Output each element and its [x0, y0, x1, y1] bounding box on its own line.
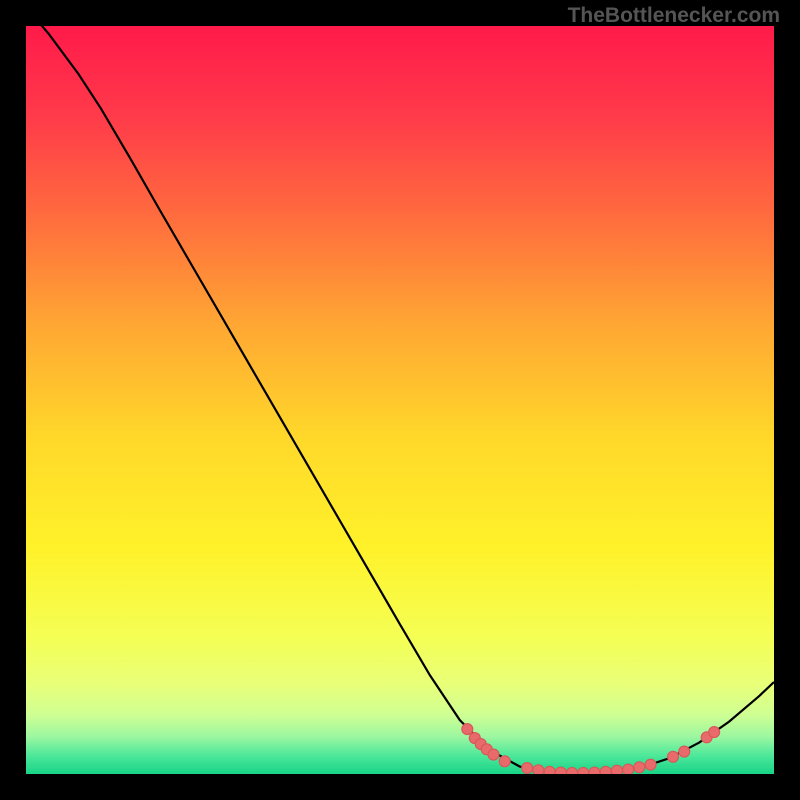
- curve-marker: [589, 767, 600, 774]
- curve-marker: [522, 763, 533, 774]
- curve-marker: [679, 746, 690, 757]
- curve-marker: [488, 749, 499, 760]
- curve-marker: [462, 724, 473, 735]
- chart-plot-area: [26, 26, 774, 774]
- curve-marker: [578, 767, 589, 774]
- curve-marker: [645, 759, 656, 770]
- curve-marker: [567, 767, 578, 774]
- watermark-text: TheBottlenecker.com: [568, 4, 780, 28]
- curve-marker: [668, 751, 679, 762]
- curve-marker: [611, 765, 622, 774]
- marker-group: [462, 724, 720, 774]
- curve-marker: [709, 727, 720, 738]
- curve-marker: [634, 762, 645, 773]
- curve-marker: [600, 766, 611, 774]
- curve-marker: [623, 764, 634, 774]
- curve-marker: [555, 767, 566, 774]
- chart-line-layer: [26, 26, 774, 774]
- curve-marker: [499, 756, 510, 767]
- bottleneck-curve: [26, 26, 774, 774]
- curve-marker: [533, 765, 544, 774]
- curve-marker: [544, 766, 555, 774]
